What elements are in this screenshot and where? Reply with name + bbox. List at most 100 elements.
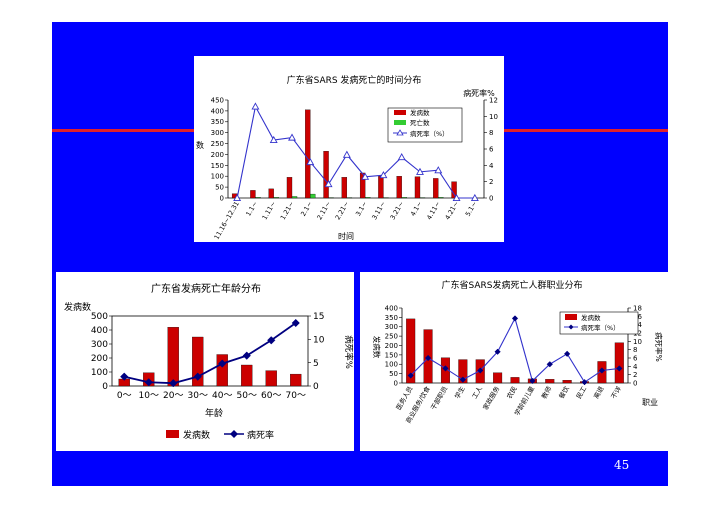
- y2-tick-label: 0: [633, 379, 637, 387]
- y-axis-label: 发病数: [64, 301, 91, 313]
- x-tick-label: 30～: [188, 391, 208, 401]
- bar: [493, 372, 503, 384]
- bar: [378, 176, 384, 199]
- y2-tick-label: 5: [313, 359, 319, 369]
- bar: [265, 370, 277, 387]
- data-point: [494, 348, 501, 355]
- series-line: [236, 104, 475, 199]
- data-point: [477, 367, 484, 374]
- data-point: [242, 351, 251, 360]
- y-tick-label: 400: [91, 326, 108, 336]
- chart-time-svg: 广东省SARS 发病死亡的时间分布 时间 数 病死率% 050100150200…: [196, 74, 498, 241]
- bar: [250, 190, 256, 199]
- x-tick-label: 餐饮: [557, 384, 572, 400]
- y2-tick-label: 6: [489, 145, 494, 153]
- x-axis-label: 职业: [642, 397, 658, 407]
- y-tick-label: 500: [91, 312, 108, 322]
- bar: [438, 197, 444, 199]
- data-point: [452, 193, 461, 202]
- y-tick-label: 300: [91, 340, 108, 350]
- data-point: [529, 377, 536, 385]
- x-tick-label: 离退: [591, 384, 606, 400]
- series-line: [124, 322, 297, 385]
- x-tick-label: 4.21~: [443, 200, 460, 221]
- bar: [241, 364, 253, 387]
- x-tick-label: 60～: [261, 391, 281, 401]
- bar: [305, 109, 311, 199]
- bar: [167, 327, 179, 387]
- bar: [614, 342, 624, 384]
- data-point: [291, 318, 300, 328]
- legend-label: 发病数: [410, 108, 430, 117]
- y-tick-label: 450: [211, 96, 224, 104]
- y-tick-label: 0: [394, 379, 398, 387]
- bar: [414, 176, 421, 199]
- x-tick-label: 70～: [286, 391, 306, 401]
- legend-marker-diamond: [230, 430, 238, 438]
- legend-label: 发病数: [183, 429, 210, 441]
- chart-occupation-svg: 广东省SARS发病死亡人群职业分布 职业 发病数 病死率% 0501001502…: [372, 279, 664, 425]
- y-tick-label: 400: [211, 107, 224, 115]
- bar: [268, 188, 274, 199]
- y2-tick-label: 8: [633, 346, 637, 354]
- x-tick-label: 工人: [471, 385, 485, 401]
- x-tick-label: 20～: [163, 391, 183, 401]
- y-tick-label: 100: [385, 361, 398, 369]
- data-point: [581, 379, 588, 386]
- y-tick-label: 250: [211, 140, 224, 148]
- legend-swatch-bar-red: [166, 430, 179, 438]
- bar: [433, 178, 439, 199]
- x-axis-label: 时间: [338, 231, 354, 241]
- bar: [192, 336, 204, 387]
- data-point: [470, 193, 479, 202]
- data-point: [416, 167, 424, 175]
- data-point: [511, 315, 519, 322]
- data-point: [434, 166, 443, 174]
- y2-tick-label: 2: [489, 178, 493, 186]
- y-axis-label: 数: [196, 140, 204, 150]
- bar: [216, 354, 228, 387]
- chart-age-distribution: 广东省发病死亡年龄分布 年龄 发病数 病死率% 0 100 200 300 400 500…: [56, 272, 354, 451]
- x-tick-label: 0～: [117, 391, 132, 401]
- data-point: [324, 179, 333, 188]
- y-tick-label: 50: [389, 370, 398, 378]
- y-tick-label: 150: [385, 351, 398, 359]
- data-point: [616, 365, 623, 372]
- y-tick-label: 300: [385, 323, 398, 331]
- y-tick-label: 350: [211, 118, 224, 126]
- data-point: [442, 365, 449, 372]
- data-point: [269, 135, 278, 144]
- y2-tick-label: 10: [633, 338, 642, 346]
- x-tick-label: 教师: [539, 384, 554, 400]
- legend-label: 死亡数: [410, 118, 430, 127]
- y-tick-label: 200: [211, 151, 224, 159]
- x-tick-label: 农民: [504, 385, 518, 401]
- y-tick-label: 100: [211, 173, 224, 181]
- data-point: [407, 372, 414, 379]
- data-point: [267, 336, 276, 345]
- y2-tick-label: 6: [633, 354, 638, 362]
- bar: [401, 197, 407, 199]
- y-tick-label: 0: [102, 382, 108, 392]
- y2-tick-label: 0: [313, 382, 319, 392]
- y2-tick-label: 10: [313, 335, 325, 345]
- x-tick-label: 1.11~: [261, 200, 278, 221]
- data-point: [169, 379, 178, 388]
- x-tick-label: 家政服务: [481, 384, 502, 411]
- chart-title: 广东省SARS 发病死亡的时间分布: [287, 74, 422, 86]
- chart-time-distribution: 广东省SARS 发病死亡的时间分布 时间 数 病死率% 0 50 100 150 200…: [194, 56, 504, 242]
- legend: 发病数 死亡数 病死率（%）: [387, 107, 463, 143]
- bar: [458, 359, 468, 384]
- x-tick-label: 3.11~: [370, 200, 387, 221]
- y-tick-label: 100: [91, 368, 108, 378]
- page-number: 45: [614, 458, 630, 472]
- y2-tick-label: 4: [489, 162, 494, 170]
- legend-swatch-bar-red: [565, 314, 577, 320]
- bar: [562, 380, 572, 384]
- x-tick-label: 50～: [237, 391, 257, 401]
- legend-marker-diamond: [568, 324, 574, 330]
- bar: [310, 193, 316, 199]
- data-point: [459, 376, 466, 383]
- accent-line-right: [504, 129, 668, 132]
- y2-tick-label: 8: [489, 129, 493, 137]
